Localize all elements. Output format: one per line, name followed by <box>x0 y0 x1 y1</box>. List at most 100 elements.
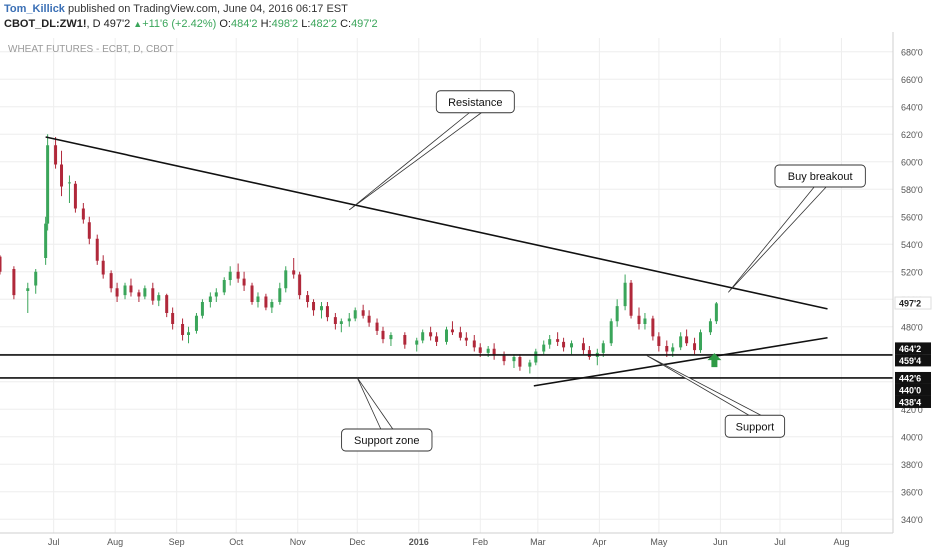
callout-box <box>724 414 786 438</box>
candle-body <box>129 285 133 293</box>
candle-body <box>587 350 591 357</box>
candle-body <box>657 336 661 346</box>
price-label: 497'2 <box>894 296 932 310</box>
candle-body <box>137 292 141 297</box>
y-tick-label: 420'0 <box>901 405 923 415</box>
price-label-text: 459'4 <box>899 356 921 366</box>
axes: 340'0360'0380'0400'0420'0440'0460'0480'0… <box>0 32 932 547</box>
y-tick-label: 660'0 <box>901 75 923 85</box>
candle-body <box>415 340 419 345</box>
x-tick-label: Jun <box>713 537 728 547</box>
open-value: 484'2 <box>230 18 258 30</box>
callout-box <box>435 90 515 114</box>
interval: D <box>92 18 101 30</box>
candle-body <box>445 329 448 342</box>
buy-arrow-icon <box>707 353 722 368</box>
price-label-bg <box>895 383 931 396</box>
candle-body <box>637 315 641 324</box>
callout-label: Buy breakout <box>788 171 853 183</box>
candle-body <box>464 337 468 341</box>
callout-pointer <box>646 355 762 416</box>
candle-body <box>518 357 522 367</box>
y-tick-label: 340'0 <box>901 515 923 525</box>
low-value: 482'2 <box>310 18 337 30</box>
y-tick-label: 380'0 <box>901 460 923 470</box>
candle-body <box>319 306 323 311</box>
candle-body <box>629 282 633 316</box>
candle-body <box>381 330 385 340</box>
candle-body <box>165 295 169 313</box>
candle-body <box>502 355 506 362</box>
up-triangle-icon: ▲ <box>133 19 143 29</box>
candle-body <box>187 332 191 335</box>
candle-body <box>312 302 316 311</box>
published-text: published on TradingView.com, June 04, 2… <box>68 3 348 15</box>
candle-body <box>250 285 254 302</box>
candle-body <box>512 357 516 362</box>
candle-body <box>347 318 351 322</box>
candle-body <box>708 321 712 333</box>
close-value: 497'2 <box>351 18 378 30</box>
x-tick-label: May <box>650 537 668 547</box>
publish-header: Tom_Killick published on TradingView.com… <box>4 3 348 15</box>
candle-body <box>339 321 343 324</box>
x-tick-label: Apr <box>592 537 606 547</box>
author-name[interactable]: Tom_Killick <box>4 3 65 15</box>
x-tick-label: 2016 <box>409 537 429 547</box>
candle-body <box>44 223 48 258</box>
chart-title: WHEAT FUTURES - ECBT, D, CBOT <box>8 44 174 55</box>
candle-body <box>298 274 302 296</box>
candle-body <box>101 260 105 275</box>
candle-body <box>353 310 357 319</box>
y-tick-label: 620'0 <box>901 130 923 140</box>
candle-body <box>12 269 16 296</box>
candle-body <box>609 321 613 344</box>
candle-body <box>492 348 496 356</box>
candle-body <box>361 310 365 316</box>
candle-body <box>292 270 296 275</box>
x-tick-label: Oct <box>229 537 244 547</box>
candle-body <box>333 317 337 324</box>
x-tick-label: Mar <box>530 537 546 547</box>
candle-body <box>143 288 147 297</box>
candle-body <box>421 332 425 341</box>
candle-body <box>109 273 113 289</box>
candle-body <box>450 329 454 333</box>
last-price: 497'2 <box>103 18 131 30</box>
callout-pointer <box>727 186 827 293</box>
price-label-text: 440'0 <box>899 385 921 395</box>
candle-body <box>264 296 268 308</box>
candle-body <box>236 271 240 279</box>
candle-body <box>403 335 407 345</box>
y-tick-label: 600'0 <box>901 157 923 167</box>
candle-body <box>643 318 647 324</box>
candle-body <box>429 332 433 337</box>
candle-body <box>651 318 655 337</box>
callout-pointer <box>356 377 394 430</box>
candle-body <box>73 183 77 209</box>
y-tick-label: 680'0 <box>901 47 923 57</box>
x-tick-label: Dec <box>349 537 366 547</box>
candle-body <box>181 324 185 335</box>
candle-body <box>623 282 627 307</box>
price-label-bg <box>895 371 931 384</box>
price-label-bg <box>895 354 931 367</box>
candle-body <box>0 256 2 272</box>
y-tick-label: 520'0 <box>901 267 923 277</box>
candle-body <box>375 322 379 331</box>
candle-body <box>714 303 718 322</box>
x-tick-label: Aug <box>107 537 123 547</box>
candle-body <box>325 306 329 318</box>
price-label: 440'0 <box>895 383 931 396</box>
price-label: 459'4 <box>895 354 931 367</box>
x-tick-label: Sep <box>169 537 185 547</box>
candle-body <box>699 332 703 351</box>
price-label: 464'2 <box>895 342 931 355</box>
symbol-name[interactable]: CBOT_DL:ZW1! <box>4 18 87 30</box>
callout-pointer <box>349 112 482 211</box>
low-label: L: <box>301 18 311 30</box>
candle-body <box>556 339 560 342</box>
candle-body <box>54 145 58 165</box>
price-label-bg <box>895 342 931 355</box>
